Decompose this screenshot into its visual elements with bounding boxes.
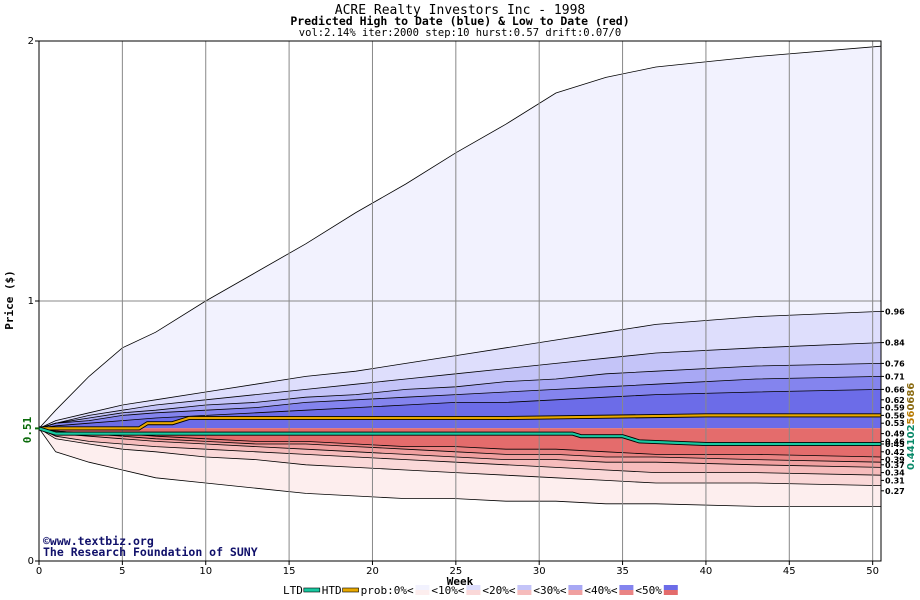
legend-swatch-high bbox=[466, 585, 481, 590]
right-price-label: 0.62 bbox=[885, 396, 905, 405]
x-tick-label: 10 bbox=[199, 566, 212, 577]
right-price-label: 0.59 bbox=[885, 404, 905, 413]
x-tick-label: 50 bbox=[866, 566, 879, 577]
right-price-label: 0.53 bbox=[885, 419, 905, 428]
legend-swatch-low bbox=[517, 590, 532, 595]
y-axis-label: Price ($) bbox=[3, 270, 16, 330]
legend-swatch-high bbox=[568, 585, 583, 590]
grid-lines bbox=[39, 41, 881, 561]
legend-label: HTD bbox=[322, 584, 342, 597]
x-tick-label: 5 bbox=[119, 566, 125, 577]
right-price-label: 0.27 bbox=[885, 487, 905, 496]
watermark-org: The Research Foundation of SUNY bbox=[43, 545, 258, 559]
side-value-htd: 0686 bbox=[906, 383, 917, 411]
legend-swatch-high bbox=[619, 585, 634, 590]
legend-label: LTD bbox=[283, 584, 303, 597]
x-axis-label: Week bbox=[447, 575, 474, 588]
legend-label: <10%< bbox=[431, 584, 464, 597]
x-tick-label: 20 bbox=[366, 566, 379, 577]
axis-ticks: 0 5 10 15 20 25 30 35 40 45 50 0 1 2 bbox=[28, 36, 879, 577]
right-price-label: 0.42 bbox=[885, 448, 905, 457]
legend-swatch-high bbox=[663, 585, 678, 590]
start-price-label: 0.51 bbox=[21, 416, 34, 443]
x-tick-label: 25 bbox=[449, 566, 462, 577]
legend-swatch bbox=[342, 587, 359, 593]
right-price-label: 0.76 bbox=[885, 359, 905, 368]
right-price-label: 0.96 bbox=[885, 307, 905, 316]
side-value-ltd: 0.44102 bbox=[906, 424, 917, 470]
legend-swatch-high bbox=[415, 585, 430, 590]
y-tick-label: 2 bbox=[28, 36, 34, 47]
y-tick-label: 1 bbox=[28, 296, 34, 307]
x-tick-label: 40 bbox=[700, 566, 713, 577]
legend-label: <40%< bbox=[584, 584, 617, 597]
legend-swatch-low bbox=[466, 590, 481, 595]
side-values: 0.44102560686 bbox=[906, 383, 917, 470]
legend-swatch-low bbox=[568, 590, 583, 595]
right-price-label: 0.71 bbox=[885, 372, 905, 381]
legend-swatch-high bbox=[517, 585, 532, 590]
legend: LTD HTD prob:0%< <10%< <20%< <30%< <40%< <50% bbox=[283, 584, 678, 597]
chart-title: ACRE Realty Investors Inc - 1998 bbox=[335, 3, 585, 18]
right-price-label: 0.46 bbox=[885, 437, 905, 446]
ltd-line bbox=[38, 427, 881, 446]
legend-swatch-low bbox=[619, 590, 634, 595]
legend-label: <20%< bbox=[482, 584, 515, 597]
x-tick-label: 30 bbox=[533, 566, 546, 577]
right-price-label: 0.34 bbox=[885, 469, 905, 478]
x-tick-label: 35 bbox=[616, 566, 629, 577]
legend-swatch-low bbox=[663, 590, 678, 595]
side-value-mid: 56 bbox=[906, 410, 917, 424]
x-tick-label: 45 bbox=[783, 566, 796, 577]
x-tick-label: 15 bbox=[283, 566, 296, 577]
right-price-label: 0.37 bbox=[885, 461, 905, 470]
chart-params: vol:2.14% iter:2000 step:10 hurst:0.57 d… bbox=[299, 27, 621, 39]
right-price-label: 0.39 bbox=[885, 456, 905, 465]
right-price-labels: 0.96 0.84 0.76 0.71 0.66 0.620.590.560.53 0.49… bbox=[881, 307, 905, 496]
svg-text:0.44102560686: 0.44102560686 bbox=[906, 383, 917, 470]
watermark-url: ©www.textbiz.org bbox=[43, 534, 154, 548]
legend-swatch bbox=[303, 587, 321, 593]
right-price-label: 0.56 bbox=[885, 411, 905, 420]
y-tick-label: 0 bbox=[28, 556, 34, 567]
right-price-label: 0.66 bbox=[885, 385, 905, 394]
legend-label: <50% bbox=[635, 584, 662, 597]
htd-line bbox=[39, 414, 881, 430]
right-price-label: 0.45 bbox=[885, 440, 905, 449]
probability-bands bbox=[39, 46, 881, 507]
right-price-label: 0.49 bbox=[885, 430, 905, 439]
series-lines bbox=[38, 413, 881, 446]
x-tick-label: 0 bbox=[36, 566, 42, 577]
right-price-label: 0.84 bbox=[885, 339, 905, 348]
legend-label: <30%< bbox=[533, 584, 566, 597]
right-price-label: 0.31 bbox=[885, 476, 905, 485]
chart-subtitle: Predicted High to Date (blue) & Low to D… bbox=[290, 14, 629, 28]
legend-label: prob:0%< bbox=[361, 584, 414, 597]
legend-swatch-low bbox=[415, 590, 430, 595]
